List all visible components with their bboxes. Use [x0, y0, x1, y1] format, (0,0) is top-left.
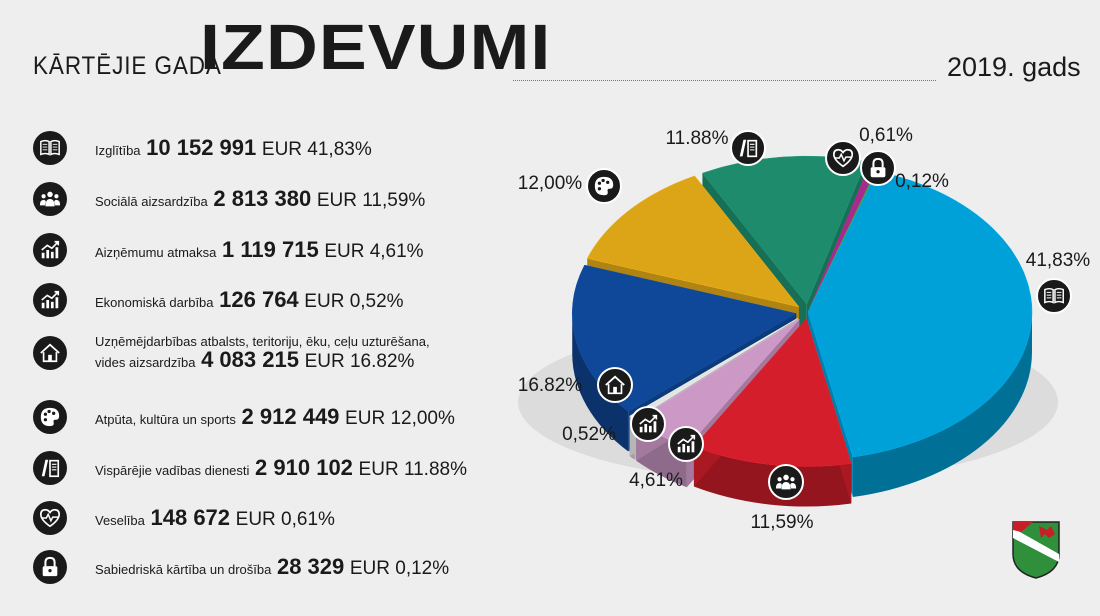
- house-icon: [597, 367, 633, 403]
- legend-label: Sabiedriskā kārtība un drošība: [95, 562, 272, 577]
- slice-percent-label: 11.88%: [665, 128, 728, 149]
- legend-label-line1: Uzņēmējdarbības atbalsts, teritoriju, ēk…: [95, 334, 430, 349]
- legend-amount: 126 764: [219, 287, 299, 312]
- slice-percent-label: 16.82%: [518, 375, 583, 396]
- book-icon: [1036, 278, 1072, 314]
- slice-percent-label: 11,59%: [750, 512, 813, 533]
- legend-percent: EUR 0,52%: [304, 291, 404, 312]
- slice-percent-label: 0,52%: [562, 424, 616, 445]
- office-icon: [730, 130, 766, 166]
- slice-percent-label: 12,00%: [518, 173, 583, 194]
- header-divider: [513, 80, 936, 81]
- legend-label: Izglītība: [95, 143, 141, 158]
- legend-percent: EUR 11,59%: [316, 190, 426, 211]
- legend-amount: 28 329: [276, 554, 345, 579]
- legend-item-health: Veselība 148 672 EUR 0,61%: [33, 501, 335, 535]
- header-year: 2019. gads: [947, 52, 1081, 82]
- legend-percent: EUR 16.82%: [304, 351, 415, 372]
- legend-percent: EUR 0,61%: [235, 509, 335, 530]
- legend-amount: 1 119 715: [222, 237, 319, 262]
- people-icon: [33, 182, 67, 216]
- header-subtitle: KĀRTĒJIE GADA: [33, 52, 222, 80]
- legend-amount: 2 813 380: [213, 186, 312, 211]
- lock-icon: [860, 150, 896, 186]
- house-icon: [33, 335, 67, 370]
- legend-item-safety: Sabiedriskā kārtība un drošība 28 329 EU…: [33, 550, 449, 584]
- legend-percent: EUR 12,00%: [345, 408, 455, 429]
- book-icon: [33, 131, 67, 165]
- slice-percent-label: 0,12%: [895, 171, 949, 192]
- legend-label: Vispārējie vadības dienesti: [95, 463, 250, 478]
- palette-icon: [586, 168, 622, 204]
- legend-percent: EUR 41,83%: [261, 139, 372, 160]
- legend-item-culture: Atpūta, kultūra un sports 2 912 449 EUR …: [33, 400, 455, 434]
- header-title: IZDEVUMI: [200, 11, 552, 83]
- slice-percent-label: 0,61%: [859, 125, 913, 146]
- legend-label: Sociālā aizsardzība: [95, 194, 208, 209]
- growth-chart-icon: [668, 426, 704, 462]
- pie-slice: [693, 318, 852, 507]
- legend-amount: 2 910 102: [255, 455, 353, 480]
- legend-amount: 148 672: [150, 505, 231, 530]
- coat-of-arms-icon: [1012, 521, 1060, 579]
- people-icon: [768, 464, 804, 500]
- lock-icon: [33, 550, 67, 584]
- legend-amount: 2 912 449: [241, 404, 340, 429]
- legend-label: Atpūta, kultūra un sports: [95, 412, 236, 427]
- legend-item-administration: Vispārējie vadības dienesti 2 910 102 EU…: [33, 451, 467, 485]
- legend-percent: EUR 0,12%: [349, 558, 450, 579]
- legend: Izglītība 10 152 991 EUR 41,83% Sociālā …: [0, 0, 500, 616]
- legend-item-education: Izglītība 10 152 991 EUR 41,83%: [33, 131, 372, 165]
- legend-amount: 4 083 215: [201, 347, 299, 372]
- legend-label: Veselība: [95, 513, 145, 528]
- legend-item-business: Uzņēmējdarbības atbalsts, teritoriju, ēk…: [33, 333, 430, 372]
- growth-chart-icon: [630, 406, 666, 442]
- palette-icon: [33, 400, 67, 434]
- legend-item-economy: Ekonomiskā darbība 126 764 EUR 0,52%: [33, 283, 404, 317]
- legend-item-loans: Aizņēmumu atmaksa 1 119 715 EUR 4,61%: [33, 233, 424, 267]
- growth-chart-icon: [33, 283, 67, 317]
- slice-percent-label: 4,61%: [629, 470, 683, 491]
- growth-chart-icon: [33, 233, 67, 267]
- legend-item-social: Sociālā aizsardzība 2 813 380 EUR 11,59%: [33, 182, 425, 216]
- legend-label: Ekonomiskā darbība: [95, 295, 214, 310]
- heart-icon: [825, 140, 861, 176]
- legend-label: vides aizsardzība: [95, 355, 196, 370]
- legend-amount: 10 152 991: [146, 135, 257, 160]
- legend-label: Aizņēmumu atmaksa: [95, 245, 217, 260]
- heart-icon: [33, 501, 67, 535]
- pie-slice: [807, 170, 1033, 497]
- legend-percent: EUR 11.88%: [358, 459, 467, 480]
- office-icon: [33, 451, 67, 485]
- legend-percent: EUR 4,61%: [324, 241, 424, 262]
- slice-percent-label: 41,83%: [1026, 250, 1091, 271]
